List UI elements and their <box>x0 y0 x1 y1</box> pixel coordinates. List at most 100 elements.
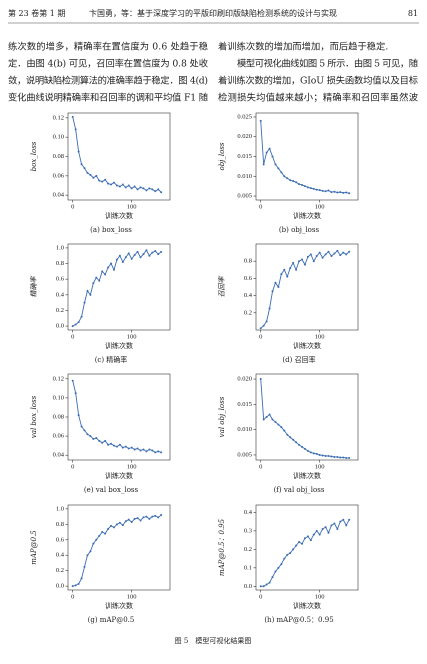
body-line: 检测损失均值越来越小；精确率和召回率虽然波 <box>218 92 418 104</box>
data-point <box>271 155 274 158</box>
data-point <box>95 276 98 279</box>
data-point <box>139 519 142 522</box>
y-tick-label: 0.010 <box>237 173 252 180</box>
data-point <box>151 515 154 518</box>
data-point <box>145 189 148 192</box>
panel-caption: (d) 召回率 <box>282 355 315 364</box>
y-tick-label: 0.0 <box>56 583 64 590</box>
y-tick-label: 0.2 <box>56 567 64 574</box>
data-point <box>271 418 274 421</box>
plot-frame <box>67 373 171 461</box>
data-point <box>306 186 309 189</box>
x-axis-label: 训练次数 <box>105 341 133 350</box>
x-axis-label: 训练次数 <box>105 601 133 610</box>
data-point <box>298 540 301 543</box>
data-point <box>298 260 301 263</box>
data-point <box>110 183 113 186</box>
data-point <box>321 454 324 457</box>
data-point <box>92 176 95 179</box>
data-point <box>312 187 315 190</box>
y-axis-label: 精确率 <box>30 276 38 298</box>
data-point <box>107 527 110 530</box>
data-point <box>265 320 268 323</box>
body-line: 定．由图 4(b) 可见，召回率在置信度为 0.8 处收 <box>8 58 208 70</box>
y-tick-label: 0.4 <box>56 291 65 298</box>
data-point <box>303 537 306 540</box>
data-point <box>303 447 306 450</box>
data-point <box>306 449 309 452</box>
data-point <box>98 439 101 442</box>
data-point <box>121 260 124 263</box>
data-point <box>292 438 295 441</box>
data-point <box>157 253 160 256</box>
data-point <box>283 557 286 560</box>
data-point <box>324 253 327 256</box>
x-tick-label: 100 <box>315 333 325 340</box>
x-tick-label: 0 <box>259 203 262 210</box>
data-point <box>312 452 315 455</box>
data-point <box>80 425 83 428</box>
data-point <box>315 188 318 191</box>
data-point <box>133 448 136 451</box>
data-point <box>289 267 292 270</box>
data-point <box>130 446 133 449</box>
data-point <box>271 290 274 293</box>
data-point <box>268 413 271 416</box>
x-axis-label: 训练次数 <box>105 211 133 220</box>
data-point <box>115 184 118 187</box>
y-tick-label: 0.025 <box>237 113 252 120</box>
y-tick-label: 0.005 <box>237 451 252 458</box>
data-point <box>86 554 89 557</box>
data-point <box>107 182 110 185</box>
data-point <box>71 379 74 382</box>
data-point <box>145 249 148 252</box>
data-point <box>112 444 115 447</box>
data-point <box>157 450 160 453</box>
data-point <box>295 441 298 444</box>
data-point <box>74 128 77 131</box>
data-point <box>339 456 342 459</box>
y-tick-label: 0.6 <box>56 276 65 283</box>
data-point <box>127 447 130 450</box>
data-point <box>118 254 121 257</box>
data-point <box>277 423 280 426</box>
x-axis-label: 训练次数 <box>293 601 321 610</box>
data-point <box>330 255 333 258</box>
data-point <box>336 455 339 458</box>
data-point <box>124 445 127 448</box>
y-tick-label: 0.020 <box>237 133 252 140</box>
data-point <box>274 421 277 424</box>
data-point <box>289 436 292 439</box>
data-point <box>80 577 83 580</box>
data-point <box>312 260 315 263</box>
data-point <box>95 174 98 177</box>
data-point <box>280 426 283 429</box>
data-point <box>89 550 92 553</box>
data-point <box>265 416 268 418</box>
data-point <box>318 189 321 192</box>
y-tick-label: 1.0 <box>56 244 64 251</box>
data-point <box>280 273 283 276</box>
data-point <box>342 456 345 459</box>
y-tick-label: 0.015 <box>237 401 252 408</box>
data-point <box>89 173 92 176</box>
data-point <box>130 521 133 523</box>
page-number: 81 <box>408 9 418 18</box>
y-tick-label: 0.12 <box>53 114 64 121</box>
data-point <box>336 528 339 531</box>
y-tick-label: 0.005 <box>237 193 252 200</box>
data-point <box>121 524 124 527</box>
y-tick-label: 0.020 <box>237 376 252 383</box>
y-axis-label: box_loss <box>30 141 38 171</box>
data-point <box>154 250 157 253</box>
data-point <box>98 179 101 182</box>
y-tick-label: 0.0 <box>244 583 252 590</box>
y-axis-label: val box_loss <box>30 395 38 438</box>
x-tick-label: 100 <box>127 333 137 340</box>
data-point <box>127 252 130 255</box>
data-point <box>327 250 330 253</box>
data-point <box>124 256 127 259</box>
data-point <box>74 392 77 395</box>
